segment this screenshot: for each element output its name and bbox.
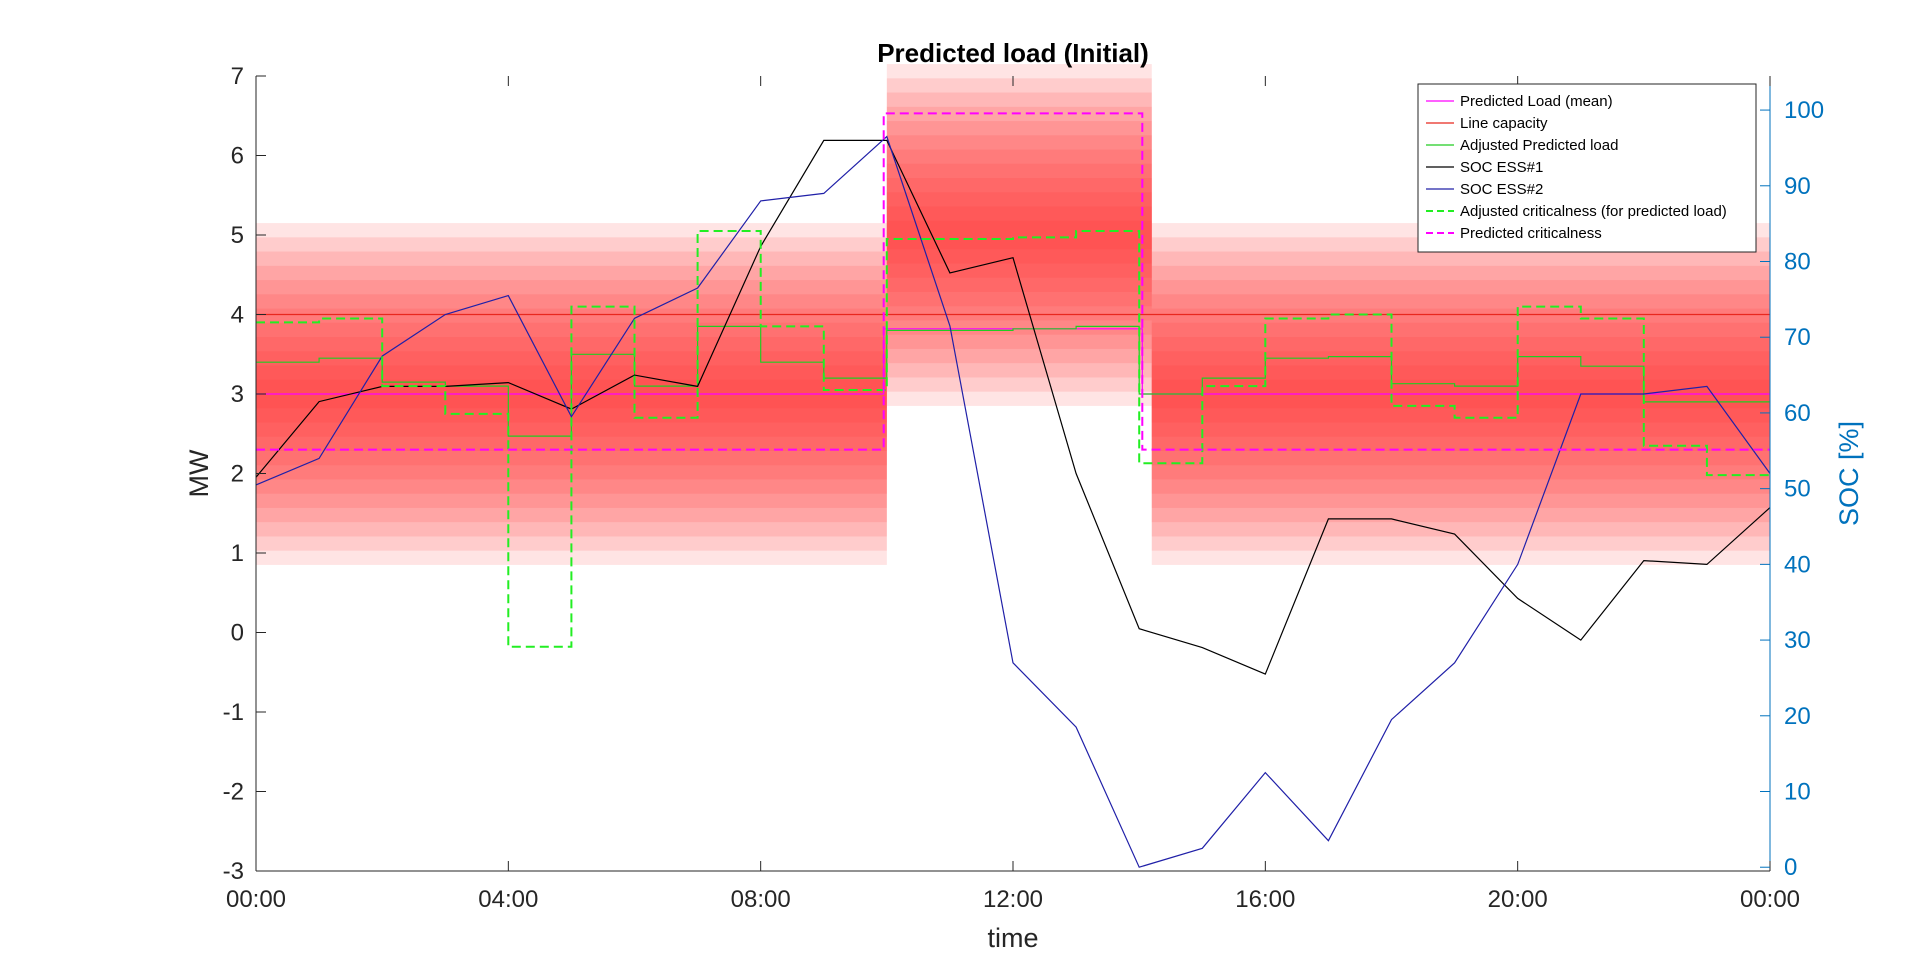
legend-label-2: Adjusted Predicted load	[1460, 137, 1618, 154]
band-1-layer-6	[886, 149, 1152, 321]
legend-label-0: Predicted Load (mean)	[1460, 93, 1613, 110]
band-1-layer-0	[886, 64, 1152, 406]
y-tick-label-5: 2	[231, 461, 244, 488]
y2-tick-label-9: 90	[1784, 173, 1811, 200]
band-1-layer-9	[886, 192, 1152, 278]
y-tick-label-6: 3	[231, 381, 244, 408]
x-tick-label-1: 04:00	[478, 886, 538, 913]
band-1-layer-11	[886, 220, 1152, 250]
y2-tick-label-1: 10	[1784, 779, 1811, 806]
x-axis-label: time	[987, 923, 1038, 953]
legend-label-6: Predicted criticalness	[1460, 225, 1602, 242]
y2-axis-label: SOC [%]	[1834, 421, 1864, 526]
chart-title: Predicted load (Initial)	[877, 38, 1149, 68]
y2-tick-label-0: 0	[1784, 854, 1797, 881]
series-line-2	[256, 325, 1770, 437]
axes: Predicted load (Initial) time MW SOC [%]…	[184, 38, 1864, 953]
y2-tick-label-6: 60	[1784, 400, 1811, 427]
legend-label-3: SOC ESS#1	[1460, 159, 1543, 176]
y-tick-label-2: -1	[223, 699, 244, 726]
y2-tick-label-5: 50	[1784, 476, 1811, 503]
y2-tick-label-2: 20	[1784, 703, 1811, 730]
y-tick-label-10: 7	[231, 63, 244, 90]
band-1-layer-10	[886, 206, 1152, 264]
band-1-layer-5	[886, 135, 1152, 335]
series-line-3	[255, 139, 1771, 675]
legend-box	[1417, 83, 1757, 253]
legend-label-5: Adjusted criticalness (for predicted loa…	[1460, 203, 1727, 220]
y-tick-label-7: 4	[231, 302, 244, 329]
x-tick-label-4: 16:00	[1235, 886, 1295, 913]
x-tick-label-6: 00:00	[1740, 886, 1800, 913]
y-tick-label-0: -3	[223, 858, 244, 885]
band-1-layer-4	[886, 121, 1152, 349]
x-tick-label-2: 08:00	[731, 886, 791, 913]
series-line-5	[256, 230, 1770, 648]
band-1-layer-8	[886, 178, 1152, 292]
x-tick-label-5: 20:00	[1488, 886, 1548, 913]
y2-tick-label-4: 40	[1784, 551, 1811, 578]
y-axis-label: MW	[184, 449, 214, 497]
series-line-4	[255, 135, 1771, 868]
y2-tick-label-10: 100	[1784, 97, 1824, 124]
y2-tick-label-3: 30	[1784, 627, 1811, 654]
y2-tick-label-7: 70	[1784, 324, 1811, 351]
y-tick-label-9: 6	[231, 143, 244, 170]
series-line-6	[256, 112, 1770, 451]
x-tick-label-3: 12:00	[983, 886, 1043, 913]
y-tick-label-4: 1	[231, 540, 244, 567]
y-tick-label-8: 5	[231, 222, 244, 249]
band-1-layer-3	[886, 106, 1152, 364]
y-tick-label-3: 0	[231, 620, 244, 647]
legend-label-1: Line capacity	[1460, 115, 1548, 132]
y-tick-label-1: -2	[223, 779, 244, 806]
band-1-layer-7	[886, 163, 1152, 307]
band-1-layer-1	[886, 78, 1152, 392]
series-lines	[255, 112, 1771, 868]
legend-label-4: SOC ESS#2	[1460, 181, 1543, 198]
x-tick-label-0: 00:00	[226, 886, 286, 913]
y2-tick-label-8: 80	[1784, 249, 1811, 276]
legend: Predicted Load (mean) Line capacity Adjust…	[1417, 83, 1757, 253]
